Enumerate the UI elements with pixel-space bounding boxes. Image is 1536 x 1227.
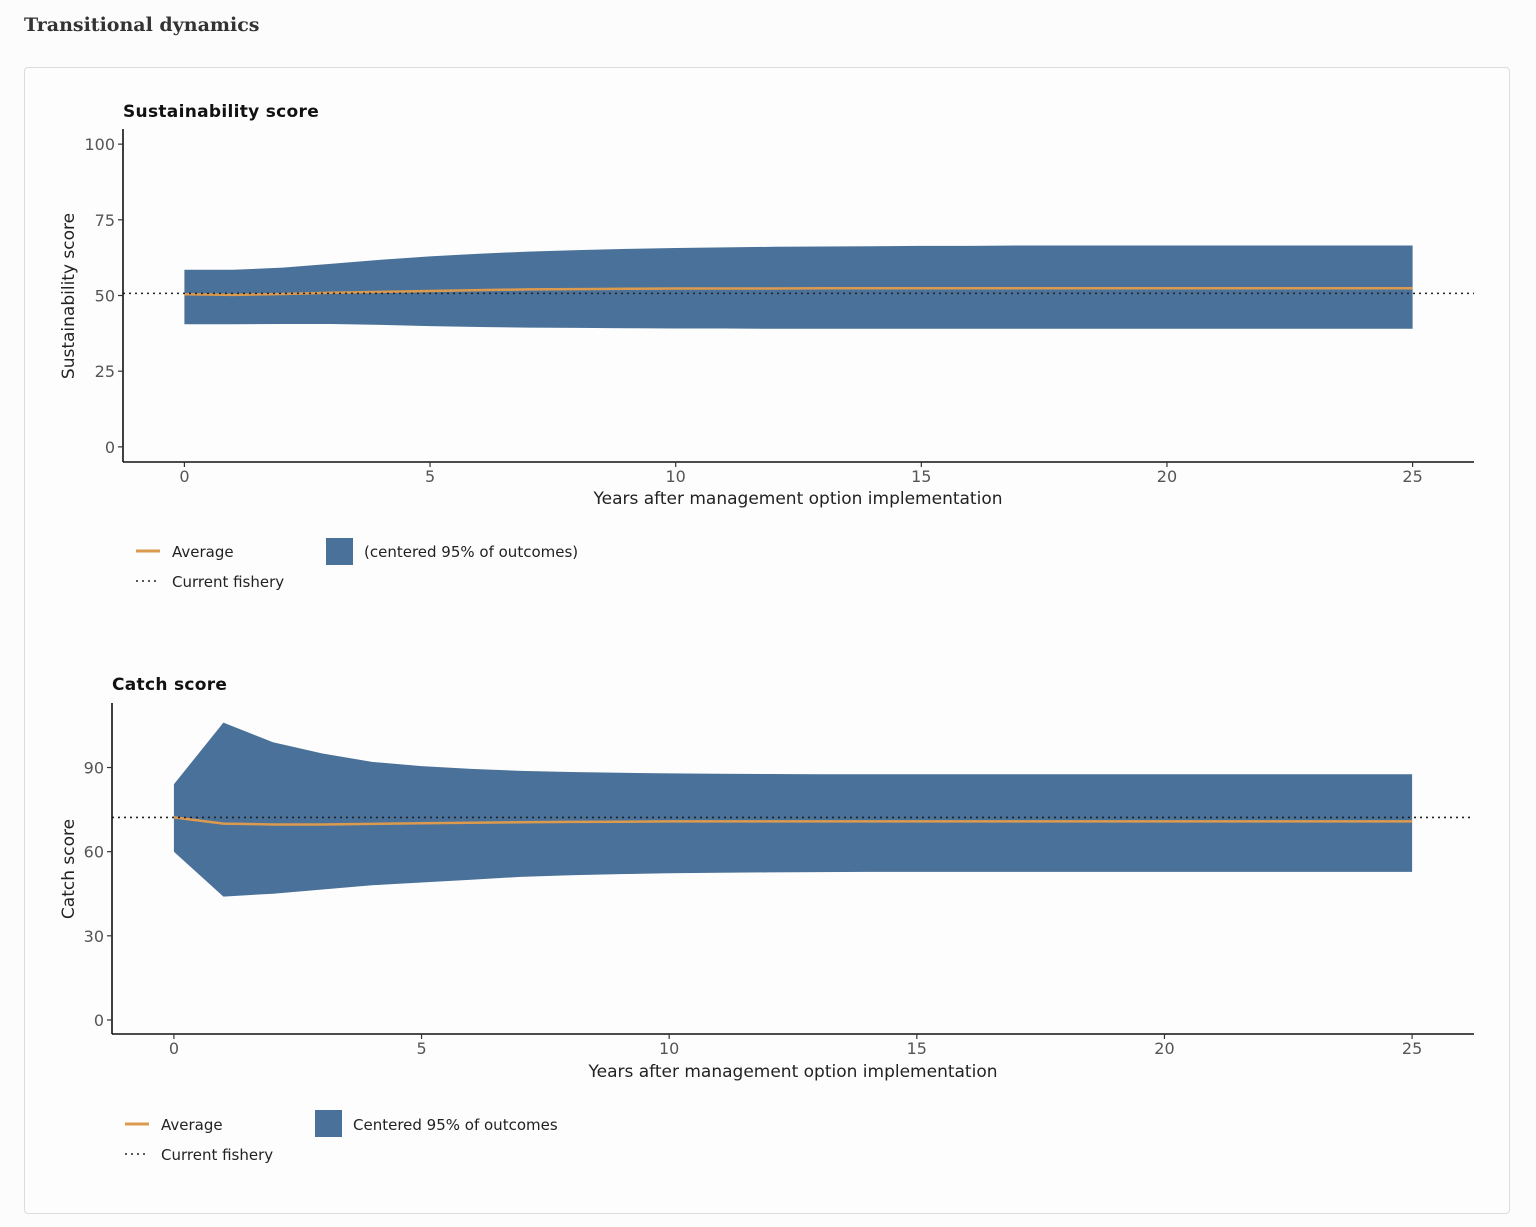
- y-tick-label: 25: [95, 362, 115, 381]
- average-line: [184, 286, 1413, 297]
- y-tick-label: 100: [84, 135, 115, 154]
- catch-xlabel: Years after management option implementa…: [587, 1062, 997, 1082]
- catch-title: Catch score: [112, 675, 227, 695]
- y-tick-label: 50: [95, 287, 115, 306]
- y-tick-label: 90: [84, 759, 104, 778]
- x-tick-label: 0: [169, 1039, 179, 1058]
- sustainability-xlabel: Years after management option implementa…: [592, 489, 1002, 509]
- catch-plot: 0 30 60 90 0 5 10 15 20 25: [84, 703, 1474, 1058]
- x-tick-label: 0: [179, 467, 189, 486]
- x-tick-label: 25: [1402, 467, 1422, 486]
- y-tick-label: 75: [95, 211, 115, 230]
- x-tick-label: 10: [659, 1039, 679, 1058]
- x-tick-label: 5: [416, 1039, 426, 1058]
- legend-average-label: Average: [172, 543, 234, 561]
- band-area: [173, 722, 1413, 897]
- x-tick-label: 25: [1402, 1039, 1422, 1058]
- y-tick-label: 30: [84, 927, 104, 946]
- x-tick-label: 20: [1157, 467, 1177, 486]
- legend-band-swatch: [315, 1110, 342, 1137]
- y-tick-label: 0: [105, 438, 115, 457]
- x-tick-label: 5: [425, 467, 435, 486]
- legend-band-swatch: [326, 538, 353, 565]
- catch-panel: Catch score 0 30 60 90 0 5 10 15 20 25 Catch scor…: [59, 675, 1474, 1164]
- sustainability-panel: Sustainability score 0 25 50 75 100 0 5 10 15 20 2…: [59, 102, 1474, 591]
- average-line: [173, 816, 1413, 826]
- catch-legend: Average Current fishery Centered 95% of …: [125, 1110, 558, 1164]
- sustainability-plot: 0 25 50 75 100 0 5 10 15 20 25: [84, 129, 1474, 486]
- legend-average-label: Average: [161, 1116, 223, 1134]
- y-tick-label: 0: [94, 1011, 104, 1030]
- legend-band-label: Centered 95% of outcomes: [353, 1116, 558, 1134]
- section-title: Transitional dynamics: [24, 14, 260, 36]
- catch-ylabel: Catch score: [59, 819, 79, 919]
- x-tick-label: 10: [666, 467, 686, 486]
- sustainability-ylabel: Sustainability score: [59, 213, 79, 379]
- legend-band-label: (centered 95% of outcomes): [364, 543, 578, 561]
- sustainability-legend: Average Current fishery (centered 95% of…: [136, 538, 578, 591]
- legend-current-label: Current fishery: [161, 1146, 273, 1164]
- x-tick-label: 15: [911, 467, 931, 486]
- y-tick-label: 60: [84, 843, 104, 862]
- x-tick-label: 15: [907, 1039, 927, 1058]
- legend-current-label: Current fishery: [172, 573, 284, 591]
- sustainability-title: Sustainability score: [123, 102, 319, 122]
- x-tick-label: 20: [1154, 1039, 1174, 1058]
